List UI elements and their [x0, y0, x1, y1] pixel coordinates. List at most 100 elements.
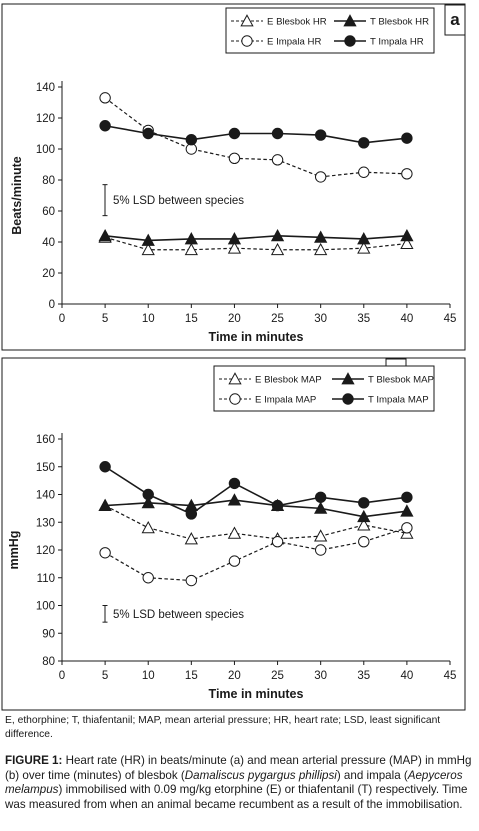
data-point — [227, 241, 242, 254]
data-point — [314, 129, 327, 141]
series-2 — [98, 228, 414, 246]
y-tick-label: 140 — [36, 490, 55, 502]
legend-marker — [229, 393, 241, 405]
caption-species-2: Aepyceros melampus — [5, 768, 463, 797]
data-point — [227, 493, 242, 506]
x-tick-label: 30 — [314, 313, 327, 325]
legend-label: E Blesbok HR — [267, 17, 327, 28]
chart-frame — [1, 3, 466, 351]
x-tick-label: 45 — [444, 313, 457, 325]
legend-marker — [343, 14, 357, 27]
x-tick-label: 15 — [185, 670, 198, 682]
x-tick-label: 10 — [142, 670, 155, 682]
data-point — [314, 230, 328, 243]
data-point — [358, 535, 370, 548]
figure-caption: FIGURE 1: Heart rate (HR) in beats/minut… — [5, 754, 473, 813]
y-tick-label: 80 — [42, 656, 55, 668]
legend-label: T Blesbok MAP — [368, 375, 434, 386]
legend-label: E Impala HR — [267, 37, 321, 48]
y-tick-label: 60 — [42, 206, 55, 218]
data-point — [185, 134, 198, 146]
series-line — [104, 505, 408, 540]
data-point — [142, 488, 154, 501]
series-line — [105, 234, 407, 242]
legend-label: T Impala HR — [370, 37, 424, 48]
y-tick-label: 0 — [49, 299, 55, 311]
x-tick-label: 20 — [228, 670, 241, 682]
data-point — [270, 228, 285, 242]
data-point — [358, 166, 370, 178]
data-point — [99, 120, 111, 132]
data-point — [142, 572, 154, 584]
x-tick-label: 5 — [102, 313, 108, 325]
x-tick-label: 0 — [59, 313, 65, 325]
series-line — [104, 97, 407, 178]
caption-text-1: Heart rate (HR) in beats/minute (a) and … — [5, 754, 472, 782]
data-point — [228, 127, 241, 140]
caption-label: FIGURE 1: — [5, 754, 63, 767]
panel-badge — [444, 4, 466, 36]
data-point — [228, 555, 241, 567]
data-point — [98, 498, 112, 512]
chart-panel-a: a 0 20 40 60 80 100 120 140 0 5 10 15 20 25 30 35 40 45 Tim… — [1, 3, 466, 351]
legend-marker — [342, 393, 354, 405]
legend-label: E Blesbok MAP — [255, 375, 322, 386]
legend-marker — [228, 372, 242, 385]
caption-species-1: Damaliscus pygargus phillipsi — [184, 768, 337, 782]
panel-label: a — [450, 10, 460, 29]
x-tick-label: 20 — [228, 313, 241, 325]
legend-marker — [240, 14, 254, 27]
data-point — [401, 132, 413, 144]
y-tick-label: 140 — [36, 82, 55, 94]
x-tick-label: 25 — [271, 670, 284, 682]
y-axis-label: mmHg — [7, 531, 21, 570]
x-tick-label: 5 — [102, 670, 108, 682]
x-tick-label: 40 — [400, 670, 413, 682]
y-tick-label: 120 — [36, 545, 55, 557]
series-4 — [99, 461, 413, 520]
series-3 — [99, 92, 413, 183]
x-axis-label: Time in minutes — [209, 330, 304, 344]
data-point — [314, 171, 327, 183]
data-point — [185, 574, 198, 587]
data-point — [271, 154, 284, 166]
caption-text-2: ) and impala ( — [336, 768, 408, 782]
y-tick-label: 40 — [42, 237, 55, 249]
data-point — [141, 233, 155, 246]
data-point — [141, 520, 155, 534]
data-point — [271, 499, 284, 512]
y-tick-label: 20 — [42, 268, 55, 280]
x-tick-label: 40 — [400, 313, 413, 325]
data-point — [141, 242, 155, 256]
x-axis-label: Time in minutes — [209, 687, 304, 701]
data-point — [314, 529, 328, 542]
data-point — [184, 242, 198, 256]
legend-label: T Blesbok HR — [370, 17, 429, 28]
lsd-annotation: 5% LSD between species — [113, 609, 244, 621]
legend: E Blesbok HR T Blesbok HR E Impala HR T Imp… — [225, 7, 435, 54]
data-point — [314, 242, 328, 256]
y-tick-label: 160 — [36, 434, 55, 446]
data-point — [271, 535, 284, 548]
lsd-bar — [102, 184, 108, 217]
legend-label: T Impala MAP — [368, 395, 429, 406]
data-point — [401, 522, 413, 534]
legend-marker — [341, 372, 355, 385]
x-tick-label: 15 — [185, 313, 198, 325]
series-3 — [99, 522, 413, 587]
data-point — [99, 547, 111, 559]
data-point — [358, 137, 370, 149]
series-line — [104, 124, 407, 144]
y-tick-label: 120 — [36, 113, 55, 125]
x-tick-label: 0 — [59, 670, 65, 682]
data-point — [401, 168, 413, 180]
y-tick-label: 80 — [42, 175, 55, 187]
data-point — [184, 532, 198, 545]
series-line — [104, 466, 407, 515]
y-tick-label: 150 — [36, 462, 55, 474]
legend-marker — [344, 35, 356, 47]
legend-marker — [241, 35, 253, 47]
x-tick-label: 35 — [357, 313, 370, 325]
data-point — [184, 232, 198, 245]
